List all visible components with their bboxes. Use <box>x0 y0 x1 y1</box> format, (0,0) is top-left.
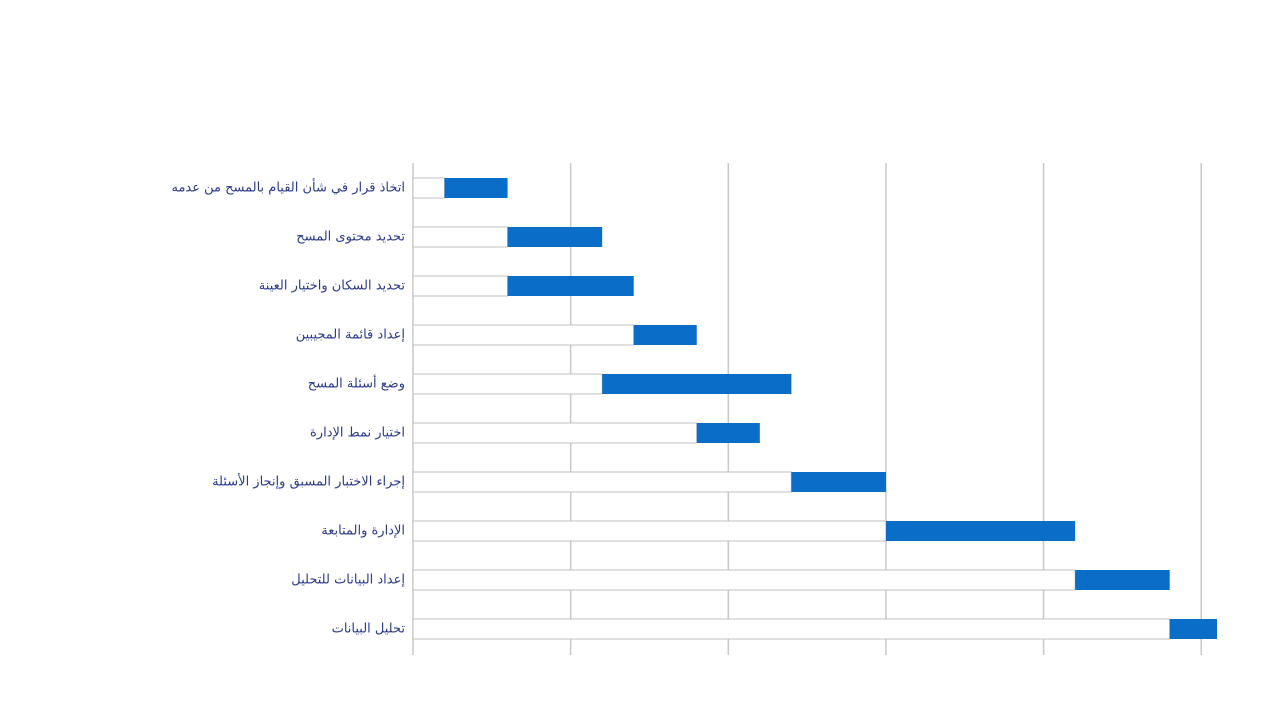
y-tick-label: اختيار نمط الإدارة <box>310 426 405 441</box>
offset-bar <box>412 226 509 248</box>
y-tick-label: تحليل البيانات <box>332 622 406 637</box>
y-tick-label: الإدارة والمتابعة <box>321 524 405 539</box>
offset-bar <box>412 177 446 199</box>
offset-bar <box>412 520 887 542</box>
duration-bar <box>633 325 697 345</box>
y-tick-label: إجراء الاختبار المسبق وإنجاز الأسئلة <box>212 473 405 490</box>
y-tick-label: وضع أسئلة المسح <box>308 375 405 392</box>
duration-bar <box>507 276 634 296</box>
offset-bar <box>412 324 635 346</box>
duration-bar <box>791 472 886 492</box>
duration-bar <box>885 521 1076 541</box>
y-tick-label: إعداد البيانات للتحليل <box>291 573 405 588</box>
y-tick-label: اتخاذ قرار في شأن القيام بالمسح من عدمه <box>171 178 405 196</box>
duration-bar <box>696 423 760 443</box>
duration-bar <box>507 227 603 247</box>
y-tick-label: تحديد السكان واختيار العينة <box>259 279 406 294</box>
duration-bar <box>444 178 508 198</box>
offset-bar <box>412 618 1171 640</box>
offset-bar <box>412 569 1076 591</box>
duration-bar <box>1169 619 1217 639</box>
y-tick-label: تحديد محتوى المسح <box>296 230 405 245</box>
offset-bar <box>412 373 603 395</box>
offset-bar <box>412 275 509 297</box>
offset-bar <box>412 422 698 444</box>
duration-bar <box>1075 570 1170 590</box>
y-tick-label: إعداد قائمة المجيبين <box>296 328 405 343</box>
duration-bar <box>602 374 792 394</box>
offset-bar <box>412 471 792 493</box>
